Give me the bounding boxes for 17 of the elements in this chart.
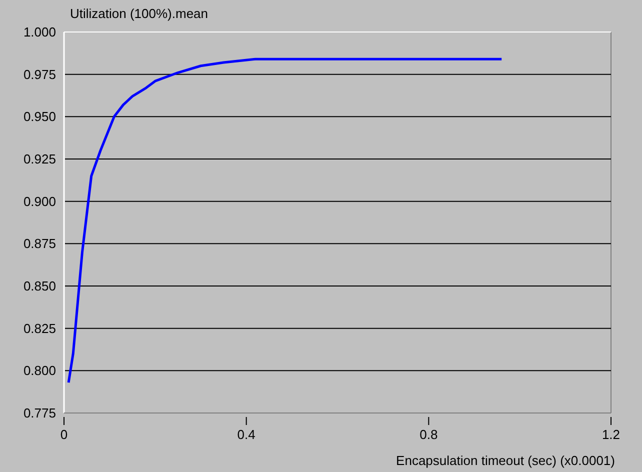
x-axis-title: Encapsulation timeout (sec) (x0.0001) <box>396 453 615 468</box>
y-tick-label: 0.950 <box>23 109 56 124</box>
y-tick-label: 0.900 <box>23 194 56 209</box>
line-series <box>67 58 503 384</box>
x-tick-label: 1.2 <box>602 427 620 442</box>
y-tick-label: 0.925 <box>23 152 56 167</box>
y-axis-title: Utilization (100%).mean <box>70 6 208 21</box>
x-tick-label: 0.8 <box>420 427 438 442</box>
y-tick-label: 0.775 <box>23 406 56 421</box>
y-tick-label: 0.850 <box>23 278 56 294</box>
y-tick-label: 1.000 <box>23 24 56 40</box>
y-tick-label: 0.825 <box>23 320 56 336</box>
y-tick-label: 0.875 <box>23 236 56 252</box>
y-tick-label: 0.800 <box>23 363 56 378</box>
x-tick-label: 0 <box>60 427 68 442</box>
x-tick-label: 0.4 <box>237 427 256 442</box>
y-tick-label: 0.975 <box>23 66 56 82</box>
